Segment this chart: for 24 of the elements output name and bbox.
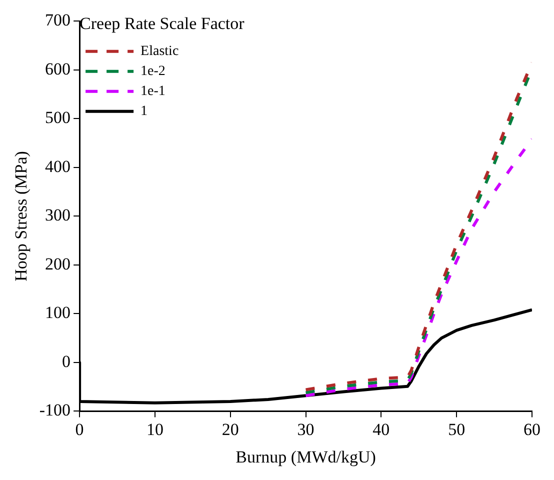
y-tick-label: 700 bbox=[45, 10, 71, 30]
legend-label: 1e-2 bbox=[140, 64, 166, 80]
y-tick-label: 300 bbox=[45, 206, 71, 225]
x-tick-label: 0 bbox=[75, 420, 84, 439]
y-tick-label: 600 bbox=[45, 59, 71, 78]
y-tick-label: 200 bbox=[45, 254, 71, 274]
y-tick-label: 500 bbox=[45, 108, 71, 128]
x-tick-label: 30 bbox=[297, 420, 314, 439]
x-tick-label: 40 bbox=[372, 420, 390, 439]
x-tick-label: 50 bbox=[448, 420, 466, 439]
legend-label: 1e-1 bbox=[140, 84, 166, 100]
legend-label: 1 bbox=[140, 104, 148, 120]
x-axis-title: Burnup (MWd/kgU) bbox=[236, 447, 376, 466]
legend-label: Elastic bbox=[140, 44, 179, 60]
x-tick-label: 10 bbox=[146, 420, 164, 439]
legend-title: Creep Rate Scale Factor bbox=[80, 14, 245, 33]
y-tick-label: 0 bbox=[62, 352, 71, 371]
y-tick-label: 100 bbox=[45, 303, 71, 322]
line-series bbox=[304, 138, 532, 398]
y-tick-label: 400 bbox=[45, 156, 71, 176]
x-tick-label: 60 bbox=[524, 420, 540, 439]
y-tick-label: -100 bbox=[39, 400, 71, 420]
x-tick-label: 20 bbox=[222, 420, 239, 439]
y-axis-title: Hoop Stress (MPa) bbox=[12, 151, 31, 282]
